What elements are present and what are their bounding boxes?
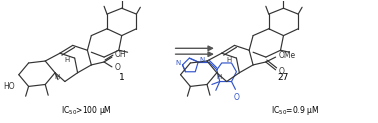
- Text: H: H: [226, 57, 231, 63]
- Text: H: H: [216, 74, 222, 80]
- Text: IC$_{50}$=0.9 μM: IC$_{50}$=0.9 μM: [271, 104, 319, 117]
- Text: OMe: OMe: [279, 51, 296, 60]
- Text: IC$_{50}$>100 μM: IC$_{50}$>100 μM: [61, 104, 112, 117]
- Text: O: O: [234, 93, 239, 102]
- Text: HO: HO: [3, 82, 15, 91]
- Text: 27: 27: [278, 73, 289, 82]
- Text: OH: OH: [115, 50, 127, 59]
- Text: O: O: [115, 63, 121, 72]
- Text: H: H: [54, 74, 60, 80]
- Text: N: N: [175, 60, 181, 66]
- Text: 1: 1: [119, 73, 125, 82]
- Text: H: H: [64, 57, 70, 63]
- Text: O: O: [279, 67, 285, 76]
- Text: N: N: [199, 57, 204, 63]
